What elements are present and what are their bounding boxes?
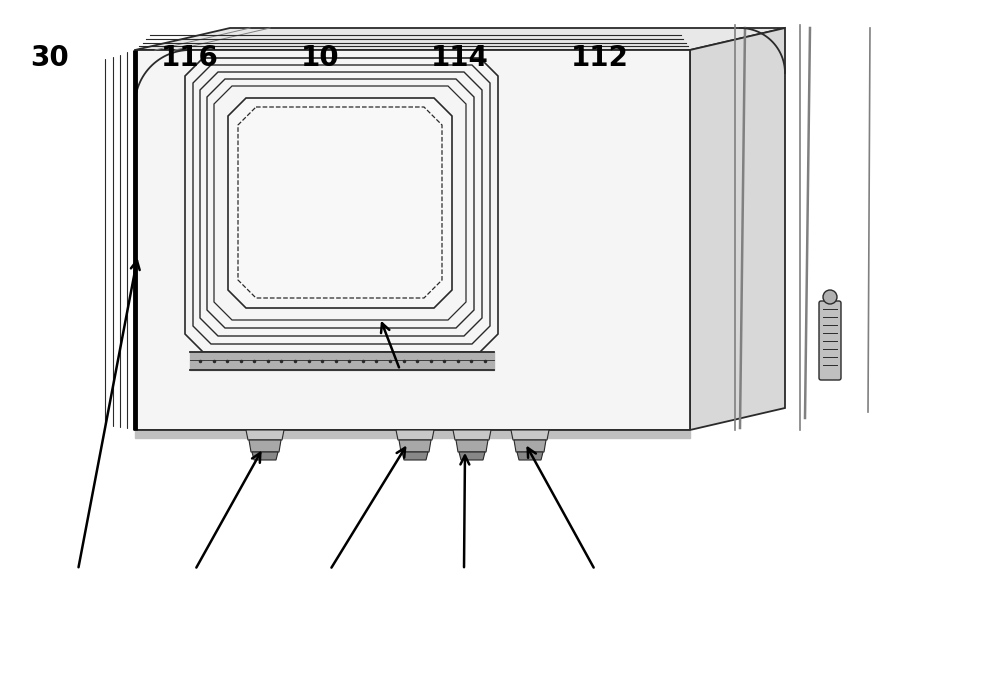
Polygon shape	[135, 28, 785, 50]
Text: 30: 30	[31, 43, 69, 72]
Polygon shape	[690, 28, 785, 430]
Polygon shape	[396, 430, 434, 440]
Circle shape	[823, 290, 837, 304]
Polygon shape	[399, 440, 431, 452]
Polygon shape	[514, 440, 546, 452]
Polygon shape	[246, 430, 284, 440]
Polygon shape	[511, 430, 549, 440]
FancyBboxPatch shape	[819, 301, 841, 380]
Polygon shape	[249, 440, 281, 452]
Text: 116: 116	[161, 43, 219, 72]
Text: 10: 10	[301, 43, 339, 72]
Text: 114: 114	[431, 43, 489, 72]
Polygon shape	[459, 452, 485, 460]
Polygon shape	[228, 98, 452, 308]
Polygon shape	[453, 430, 491, 440]
Polygon shape	[135, 50, 690, 430]
Polygon shape	[517, 452, 543, 460]
Polygon shape	[456, 440, 488, 452]
Text: 112: 112	[571, 43, 629, 72]
Polygon shape	[402, 452, 428, 460]
Polygon shape	[252, 452, 278, 460]
